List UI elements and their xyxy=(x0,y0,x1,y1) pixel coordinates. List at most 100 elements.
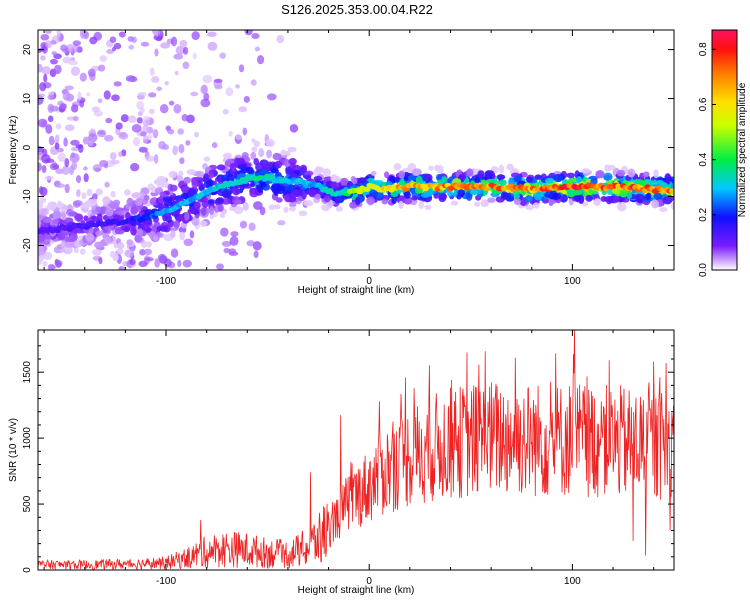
spectrogram-cell xyxy=(62,204,68,211)
spectrogram-noise-cell xyxy=(113,81,122,87)
spectrogram-cell xyxy=(498,164,505,174)
spectrogram-noise-cell xyxy=(47,115,54,123)
spectrogram-cell xyxy=(470,189,479,195)
spectrogram-cell xyxy=(287,146,297,153)
spectrogram-noise-cell xyxy=(177,259,182,268)
snr-plot-area xyxy=(38,330,674,570)
spectrogram-noise-cell xyxy=(219,52,227,59)
spectrogram-cell xyxy=(424,204,432,210)
spectrogram-noise-cell xyxy=(45,40,53,49)
spectrogram-cells xyxy=(38,30,674,270)
spectrogram-cell xyxy=(487,197,496,203)
spectrogram-cell xyxy=(38,201,44,210)
spectrogram-cell xyxy=(86,188,93,197)
spectrogram-noise-cell xyxy=(173,103,182,114)
spectrogram-cell xyxy=(199,196,208,203)
spectrogram-cell xyxy=(352,177,358,185)
spectrogram-cell xyxy=(383,171,390,179)
spectrogram-cell xyxy=(126,197,134,207)
spectrogram-cell xyxy=(313,175,323,182)
spectrogram-cell xyxy=(334,196,342,204)
spectrogram-cell xyxy=(534,174,542,180)
spectrogram-noise-cell xyxy=(238,64,245,73)
spectrogram-cell xyxy=(665,177,671,185)
spectrogram-noise-cell xyxy=(124,249,135,258)
spectrogram-noise-cell xyxy=(43,73,48,83)
colorbar-label: Normalized spectral amplitude xyxy=(737,82,748,217)
spectrogram-cell xyxy=(247,168,255,175)
colorbar-tick-label: 0.2 xyxy=(698,207,709,221)
spectrogram-cell xyxy=(266,149,273,159)
spectrogram-cell xyxy=(79,248,86,255)
spectrogram-noise-cell xyxy=(154,48,159,57)
spectrogram-cell xyxy=(176,174,184,183)
spectrogram-cell xyxy=(47,201,57,211)
spectrogram-cell xyxy=(505,195,515,202)
spectrogram-cell xyxy=(61,212,67,221)
spectrogram-cell xyxy=(134,234,143,243)
spectrogram-cell xyxy=(274,160,282,169)
spectrogram-noise-cell xyxy=(64,158,70,168)
spectrogram-noise-cell xyxy=(83,173,89,183)
spectrogram-noise-cell xyxy=(223,247,231,254)
spectrogram-cell xyxy=(147,183,154,191)
spectrogram-cell xyxy=(124,189,131,196)
spectrogram-cell xyxy=(216,164,226,171)
spectrogram-noise-cell xyxy=(177,128,184,135)
spectrogram-cell xyxy=(645,192,652,200)
spectrogram-noise-cell xyxy=(118,132,129,140)
spectrogram-cell xyxy=(146,241,152,248)
spectrogram-cell xyxy=(616,169,626,177)
spectrogram-noise-cell xyxy=(136,117,143,124)
spectrogram-cell xyxy=(162,196,172,203)
spectrogram-cell xyxy=(612,196,620,203)
colorbar-gradient xyxy=(712,30,737,270)
spectrogram-cell xyxy=(301,191,307,200)
spectrogram-noise-cell xyxy=(53,164,59,170)
spectrogram-noise-cell xyxy=(172,145,178,156)
spectrogram-cell xyxy=(534,194,542,201)
spectrogram-cell xyxy=(110,190,116,198)
spectrogram-noise-cell xyxy=(258,148,265,158)
spectrogram-noise-cell xyxy=(152,129,159,139)
spectrogram-noise-cell xyxy=(190,91,199,97)
spectrogram-cell xyxy=(619,189,628,198)
spectrogram-noise-cell xyxy=(239,220,248,229)
spectrogram-cell xyxy=(330,174,338,182)
spectrogram-noise-cell xyxy=(83,166,88,171)
spectrogram-noise-cell xyxy=(60,44,68,52)
spectrogram-cell xyxy=(305,174,312,182)
spectrogram-noise-cell xyxy=(106,49,114,55)
spectrogram-noise-cell xyxy=(45,124,53,134)
spectrogram-noise-cell xyxy=(243,95,250,103)
spectrogram-cell xyxy=(270,168,279,174)
spectrogram-noise-cell xyxy=(183,238,193,247)
spectrogram-x-ticks: -100 0 100 xyxy=(43,30,655,287)
snr-y-tick-label: 0 xyxy=(22,567,33,573)
spectrogram-noise-cell xyxy=(144,248,153,256)
spectrogram-noise-cell xyxy=(167,128,175,135)
spectrogram-cell xyxy=(271,182,281,191)
spectrogram-noise-cell xyxy=(194,131,199,138)
spectrogram-cell xyxy=(653,192,663,200)
spectrogram-cell xyxy=(153,235,159,242)
spectrogram-cell xyxy=(116,242,125,250)
spectrogram-noise-cell xyxy=(182,61,190,70)
spectrogram-noise-cell xyxy=(148,108,155,115)
spectrogram-noise-cell xyxy=(142,124,150,135)
spectrogram-noise-cell xyxy=(153,153,159,164)
spectrogram-noise-cell xyxy=(111,46,117,52)
spectrogram-cell xyxy=(251,146,258,153)
spectrogram-cell xyxy=(428,165,435,171)
spectrogram-cell xyxy=(38,254,45,262)
spectrogram-cell xyxy=(109,250,116,258)
snr-series-line xyxy=(38,330,674,570)
spectrogram-cell xyxy=(184,211,190,221)
spectrogram-cell xyxy=(61,219,68,226)
spectrogram-cell xyxy=(513,198,521,205)
spectrogram-noise-cell xyxy=(70,57,75,62)
spectrogram-cell xyxy=(298,210,308,217)
spectrogram-cell xyxy=(168,170,177,179)
spectrogram-cell xyxy=(466,168,474,177)
spectrogram-noise-cell xyxy=(139,248,146,256)
